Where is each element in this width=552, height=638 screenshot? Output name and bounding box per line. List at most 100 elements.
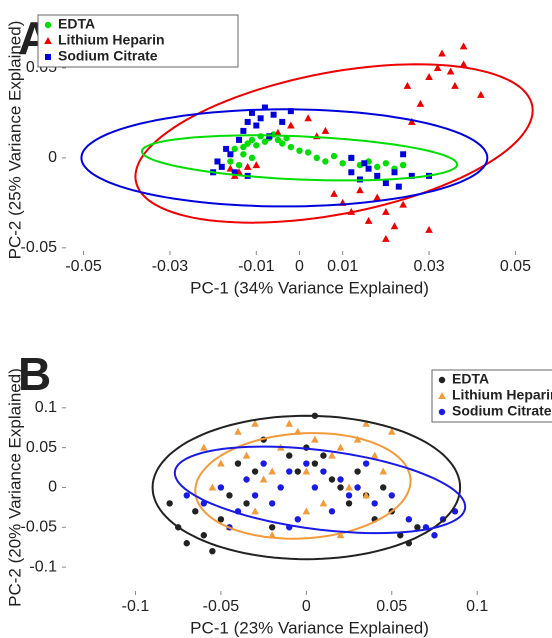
legend-box	[431, 369, 552, 423]
point	[431, 532, 438, 539]
point	[183, 492, 190, 499]
point	[382, 234, 390, 242]
ellipse	[194, 432, 412, 540]
point	[251, 507, 259, 515]
y-tick-label: 0	[48, 149, 57, 166]
point	[304, 149, 312, 156]
point	[330, 152, 338, 160]
point	[302, 507, 311, 515]
point	[217, 484, 225, 491]
point	[362, 460, 370, 467]
legend-label: Sodium Citrate	[58, 48, 158, 64]
point	[208, 483, 217, 491]
point	[235, 161, 243, 169]
point	[304, 114, 312, 122]
point	[218, 163, 225, 170]
y-axis-label: PC-2 (25% Variance Explained)	[5, 21, 24, 260]
legend-marker	[44, 37, 52, 44]
point	[234, 427, 242, 435]
point	[364, 216, 373, 224]
legend-marker	[45, 54, 51, 60]
point	[249, 109, 255, 116]
point	[403, 81, 412, 89]
legend-box	[37, 14, 239, 68]
x-tick-label: 0.05	[376, 598, 407, 615]
point	[353, 435, 362, 443]
x-tick-label: 0.03	[413, 258, 444, 275]
y-axis-label: PC-2 (20% Variance Explained)	[5, 368, 24, 607]
point	[244, 140, 251, 147]
point	[287, 143, 295, 151]
y-tick-label: -0.1	[29, 558, 57, 575]
legend-label: Lithium Heparin	[58, 32, 165, 48]
point	[336, 443, 345, 451]
y-tick-label: 0	[48, 479, 57, 496]
point	[214, 158, 221, 165]
y-tick-label: 0.05	[26, 439, 57, 456]
point	[395, 183, 402, 190]
x-tick-label: 0.05	[500, 258, 531, 275]
point	[268, 467, 276, 475]
point	[274, 136, 282, 144]
x-tick-label: -0.05	[65, 258, 102, 275]
point	[217, 516, 225, 523]
x-tick-label: 0.1	[466, 598, 488, 615]
point	[407, 117, 416, 125]
point	[446, 67, 455, 75]
point	[200, 443, 208, 451]
point	[337, 484, 344, 491]
point	[223, 145, 230, 152]
point	[387, 427, 396, 435]
point	[322, 158, 329, 165]
x-tick-label: -0.01	[238, 258, 275, 275]
ellipse	[173, 445, 467, 535]
point	[243, 500, 250, 507]
plot-area	[80, 42, 534, 242]
point	[227, 158, 234, 165]
legend-label: EDTA	[58, 16, 95, 32]
point	[231, 145, 238, 153]
point	[302, 467, 311, 475]
x-tick-label: 0	[295, 258, 304, 275]
legend-label: EDTA	[452, 371, 489, 387]
point	[209, 547, 216, 555]
point	[399, 161, 407, 169]
point	[286, 452, 293, 459]
point	[328, 476, 336, 483]
point	[253, 122, 260, 129]
point	[382, 180, 389, 187]
legend-marker	[438, 376, 446, 384]
point	[399, 200, 407, 208]
point	[345, 492, 353, 499]
point	[240, 143, 247, 151]
point	[348, 154, 355, 161]
point	[416, 99, 425, 107]
point	[259, 475, 268, 483]
point	[311, 460, 319, 467]
point	[243, 476, 250, 483]
point	[328, 508, 336, 515]
point	[313, 154, 320, 162]
point	[345, 483, 353, 491]
point	[348, 169, 355, 176]
point	[477, 90, 485, 98]
point	[285, 419, 294, 427]
point	[261, 104, 268, 111]
point	[425, 225, 433, 233]
point	[414, 524, 421, 531]
point	[234, 460, 242, 467]
point	[270, 111, 277, 118]
point	[459, 60, 468, 68]
point	[274, 128, 282, 136]
point	[380, 484, 387, 491]
y-tick-label: -0.05	[21, 519, 58, 536]
point	[277, 484, 284, 491]
point	[296, 147, 303, 154]
point	[319, 499, 328, 507]
point	[408, 172, 415, 179]
point	[379, 467, 388, 475]
point	[240, 127, 247, 134]
point	[311, 435, 319, 443]
